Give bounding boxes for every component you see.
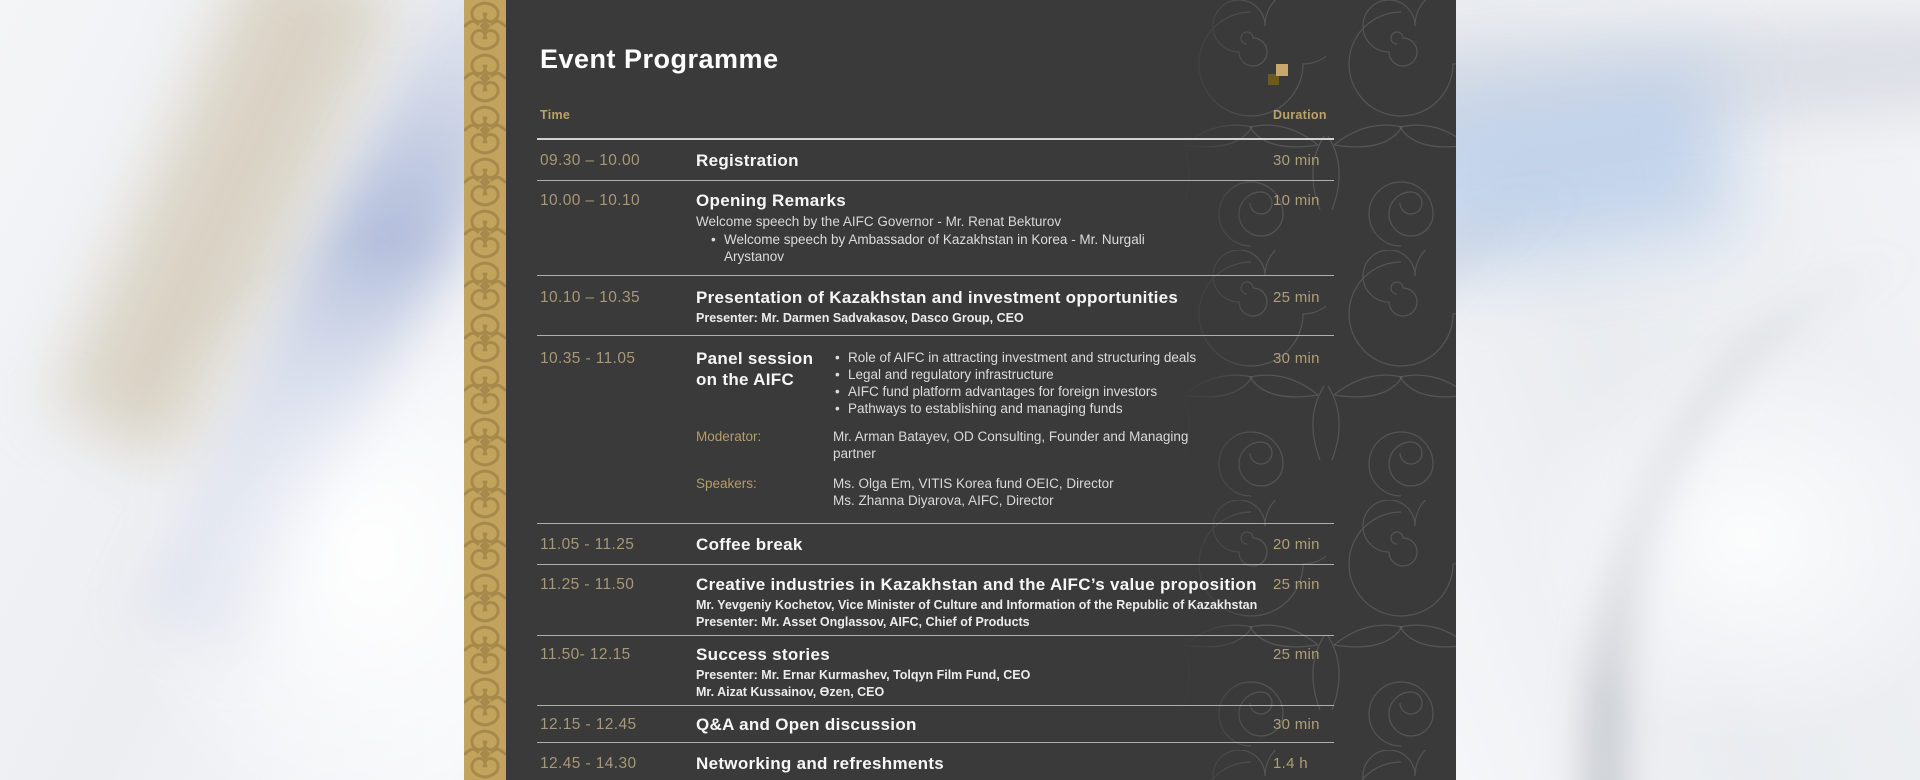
session-duration: 25 min: [1273, 576, 1320, 593]
gold-square-dark: [1268, 74, 1279, 85]
programme-row: 11.05 - 11.25 Coffee break 20 min: [537, 524, 1334, 565]
presenter-note: Presenter: Mr. Darmen Sadvakasov, Dasco …: [696, 311, 1024, 325]
session-duration: 10 min: [1273, 192, 1320, 209]
page-title: Event Programme: [540, 44, 779, 74]
kazakh-pattern-icon: [464, 0, 506, 780]
time-column-header: Time: [540, 108, 571, 122]
topic-item: Legal and regulatory infrastructure: [833, 366, 1225, 383]
session-time: 10.35 - 11.05: [540, 350, 636, 367]
session-content: Opening Remarks Welcome speech by the AIF…: [696, 190, 1273, 265]
presenter-note: Presenter: Mr. Asset Onglassov, AIFC, Ch…: [696, 615, 1030, 629]
session-content: Q&A and Open discussion: [696, 714, 1273, 735]
session-description: Welcome speech by the AIFC Governor - Mr…: [696, 214, 1062, 229]
programme-row: 12.45 - 14.30 Networking and refreshments…: [537, 743, 1334, 780]
session-time: 11.05 - 11.25: [540, 536, 635, 553]
programme-row: 10.10 – 10.35 Presentation of Kazakhstan …: [537, 276, 1334, 336]
speakers-label: Speakers:: [696, 476, 757, 491]
session-title: Success stories: [696, 645, 830, 664]
session-duration: 20 min: [1273, 536, 1320, 553]
session-content: Panel session on the AIFC Role of AIFC in…: [696, 348, 1273, 509]
programme-rows: 09.30 – 10.00 Registration 30 min 10.00 – 1…: [537, 140, 1334, 780]
background-left: [0, 0, 464, 780]
session-time: 11.25 - 11.50: [540, 576, 635, 593]
programme-row: 10.35 - 11.05 Panel session on the AIFC Ro…: [537, 336, 1334, 524]
programme-row: 09.30 – 10.00 Registration 30 min: [537, 140, 1334, 181]
programme-table: Time Duration 09.30 – 10.00 Registration 3…: [537, 108, 1334, 780]
session-title: Registration: [696, 151, 799, 170]
session-content: Networking and refreshments: [696, 753, 1273, 774]
session-title: Coffee break: [696, 535, 803, 554]
gold-ornament-strip: [464, 0, 506, 780]
topic-item: Role of AIFC in attracting investment an…: [833, 349, 1225, 366]
session-time: 12.15 - 12.45: [540, 716, 637, 733]
table-header: Time Duration: [537, 108, 1334, 140]
session-content: Success stories Presenter: Mr. Ernar Kurm…: [696, 644, 1273, 699]
session-duration: 30 min: [1273, 716, 1320, 733]
session-title: Creative industries in Kazakhstan and th…: [696, 575, 1257, 594]
background-highlight: [1516, 330, 1920, 750]
presenter-note: Mr. Yevgeniy Kochetov, Vice Minister of …: [696, 598, 1258, 612]
gold-squares-icon: [1262, 62, 1288, 88]
session-bullets: Welcome speech by Ambassador of Kazakhst…: [709, 231, 1177, 265]
moderator-label: Moderator:: [696, 429, 762, 444]
session-content: Presentation of Kazakhstan and investmen…: [696, 287, 1273, 325]
speaker-names: Ms. Olga Em, VITIS Korea fund OEIC, Dire…: [833, 476, 1215, 509]
session-duration: 30 min: [1273, 152, 1320, 169]
session-duration: 25 min: [1273, 289, 1320, 306]
session-time: 10.00 – 10.10: [540, 192, 641, 209]
presenter-note: Mr. Aizat Kussainov, Өzen, CEO: [696, 685, 885, 699]
session-title: Networking and refreshments: [696, 754, 945, 773]
session-topics: Role of AIFC in attracting investment an…: [833, 349, 1225, 417]
moderator-name: Mr. Arman Batayev, OD Consulting, Founde…: [833, 429, 1189, 461]
session-content: Creative industries in Kazakhstan and th…: [696, 574, 1273, 629]
session-duration: 25 min: [1273, 646, 1320, 663]
background-right: [1456, 0, 1920, 780]
session-title: Opening Remarks: [696, 191, 846, 210]
session-time: 10.10 – 10.35: [540, 289, 641, 306]
speaker-name: Ms. Zhanna Diyarova, AIFC, Director: [833, 492, 1054, 508]
programme-row: 10.00 – 10.10 Opening Remarks Welcome spee…: [537, 181, 1334, 276]
session-duration: 1.4 h: [1273, 755, 1308, 772]
topic-item: Pathways to establishing and managing fu…: [833, 400, 1225, 417]
programme-row: 11.50- 12.15 Success stories Presenter: Mr…: [537, 636, 1334, 706]
gold-square-light: [1276, 64, 1288, 76]
bullet-item: Welcome speech by Ambassador of Kazakhst…: [709, 231, 1177, 265]
session-time: 09.30 – 10.00: [540, 152, 641, 169]
session-content: Coffee break: [696, 534, 1273, 555]
session-duration: 30 min: [1273, 350, 1320, 367]
programme-row: 11.25 - 11.50 Creative industries in Kaza…: [537, 565, 1334, 636]
session-time: 12.45 - 14.30: [540, 755, 637, 772]
topic-item: AIFC fund platform advantages for foreig…: [833, 383, 1225, 400]
session-content: Registration: [696, 150, 1273, 171]
session-time: 11.50- 12.15: [540, 646, 631, 663]
duration-column-header: Duration: [1273, 108, 1327, 122]
presenter-note: Presenter: Mr. Ernar Kurmashev, Tolqyn F…: [696, 668, 1031, 682]
session-title: Q&A and Open discussion: [696, 715, 917, 734]
programme-row: 12.15 - 12.45 Q&A and Open discussion 30 m…: [537, 706, 1334, 743]
programme-panel: Event Programme Time Duration 09.30 – 10…: [506, 0, 1456, 780]
speaker-name: Ms. Olga Em, VITIS Korea fund OEIC, Dire…: [833, 476, 1114, 491]
session-title: Presentation of Kazakhstan and investmen…: [696, 288, 1179, 307]
session-title: Panel session on the AIFC: [696, 349, 814, 389]
